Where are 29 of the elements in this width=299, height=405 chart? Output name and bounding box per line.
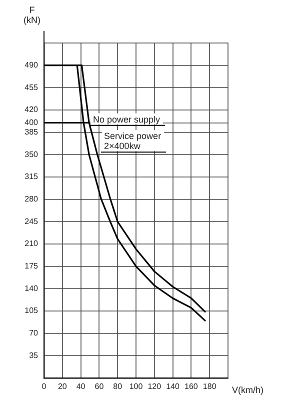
x-axis-title: V(km/h) (232, 384, 264, 395)
y-tick-label: 245 (24, 216, 39, 226)
y-tick-label: 70 (29, 328, 39, 338)
y-tick-label: 350 (24, 150, 39, 159)
y-tick-label: 280 (24, 194, 39, 204)
annotation: Service power 2×400kw (104, 131, 162, 152)
x-tick-label: 0 (42, 382, 47, 392)
y-tick-label: 175 (24, 262, 39, 271)
y-axis-title: F (kN) (24, 5, 40, 25)
x-tick-label: 80 (113, 382, 123, 392)
y-tick-label: 105 (24, 306, 39, 316)
x-tick-label: 120 (148, 382, 162, 392)
y-tick-label: 400 (24, 118, 39, 127)
x-tick-label: 40 (76, 382, 86, 392)
x-tick-label: 20 (58, 382, 68, 392)
y-tick-label: 490 (24, 60, 39, 70)
y-tick-label: 35 (29, 350, 39, 360)
x-tick-label: 100 (129, 382, 144, 392)
y-tick-label: 420 (24, 105, 39, 114)
y-tick-label: 315 (24, 172, 39, 182)
y-tick-label: 385 (24, 128, 39, 137)
x-tick-label: 60 (94, 382, 104, 392)
x-tick-label: 180 (202, 382, 217, 392)
y-tick-label: 140 (24, 284, 39, 293)
x-tick-label: 140 (166, 382, 180, 392)
y-tick-label: 210 (24, 239, 39, 248)
x-tick-label: 160 (184, 382, 198, 392)
y-tick-label: 455 (24, 82, 39, 92)
annotation: No power supply (93, 114, 161, 124)
